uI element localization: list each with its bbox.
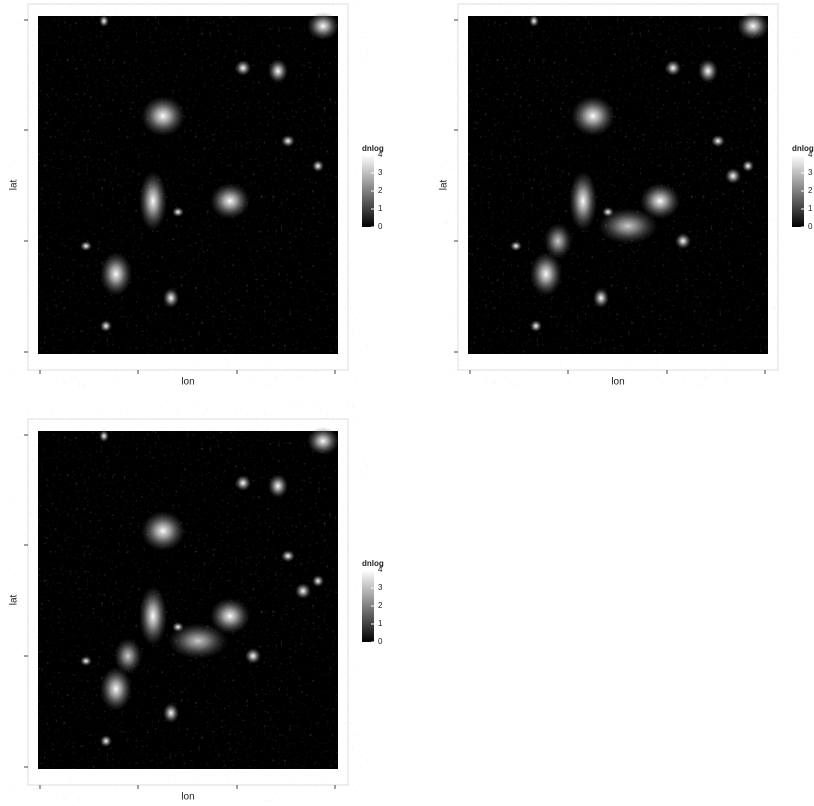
y-axis-label: lat <box>439 179 450 190</box>
colorbar-tick-label: 1 <box>378 204 383 213</box>
y-axis-label: lat <box>9 594 20 605</box>
colorbar-tick-label: 0 <box>378 637 383 646</box>
colorbar-tick-label: 3 <box>808 168 813 177</box>
colorbar-tick-label: 4 <box>378 565 383 574</box>
raster <box>38 427 339 769</box>
y-axis-label: lat <box>9 179 20 190</box>
colorbar-tick-label: 4 <box>378 150 383 159</box>
colorbar-tick-label: 1 <box>808 204 813 213</box>
colorbar-tick-label: 4 <box>808 150 813 159</box>
colorbar-tick-label: 1 <box>378 619 383 628</box>
colorbar-tick-label: 2 <box>378 186 383 195</box>
x-axis-label: lon <box>181 792 194 803</box>
colorbar-tick-label: 0 <box>808 222 813 231</box>
raster <box>38 12 339 354</box>
x-axis-label: lon <box>181 377 194 388</box>
colorbar-tick-label: 2 <box>808 186 813 195</box>
raster <box>468 12 769 354</box>
colorbar-tick-label: 3 <box>378 168 383 177</box>
x-axis-label: lon <box>611 377 624 388</box>
colorbar-tick-label: 2 <box>378 601 383 610</box>
colorbar-tick-label: 3 <box>378 583 383 592</box>
figure: lonlatdnlog01234 lonlatdnlog01234 lonlat… <box>0 0 814 806</box>
colorbar-tick-label: 0 <box>378 222 383 231</box>
